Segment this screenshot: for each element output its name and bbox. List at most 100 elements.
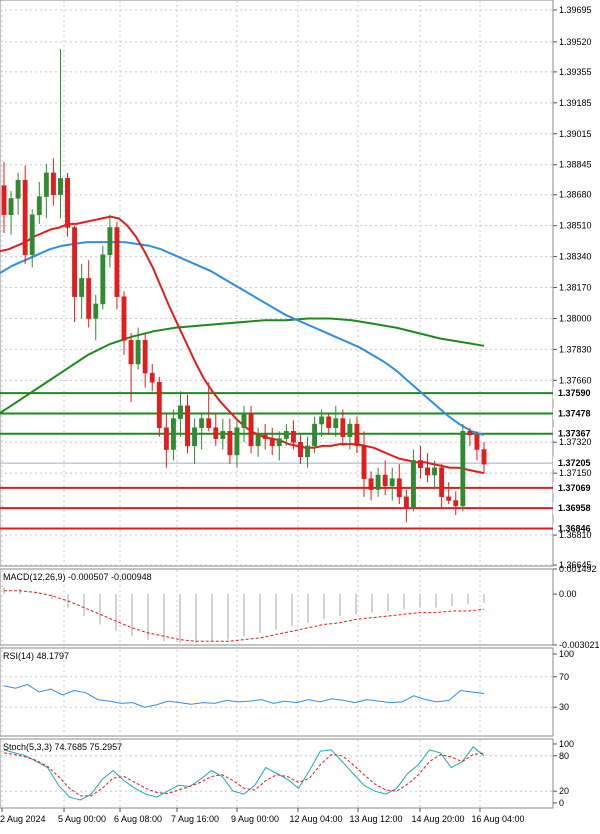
candle-body	[305, 445, 310, 458]
time-tick-label: 9 Aug 00:00	[231, 814, 279, 824]
price-tick-label: 1.39185	[559, 98, 592, 108]
stoch-tick-label: 100	[559, 739, 574, 749]
candle-body	[290, 431, 296, 443]
candle-body	[410, 460, 416, 509]
macd-tick-label: 0.001492	[559, 564, 597, 574]
current-price-label: 1.37205	[558, 458, 591, 468]
candle-body	[43, 172, 49, 197]
candle-body	[255, 434, 261, 447]
candle-body	[347, 423, 353, 438]
candle-body	[114, 227, 120, 297]
candle-body	[432, 467, 438, 476]
price-tick-label: 1.38000	[559, 313, 592, 323]
time-tick-label: 13 Aug 12:00	[349, 814, 402, 824]
stoch-d-line	[3, 752, 485, 797]
level-label-bg	[553, 387, 599, 400]
candle-body	[156, 381, 162, 428]
candle-body	[29, 214, 35, 256]
candle-body	[354, 423, 360, 447]
current-price-bg	[553, 457, 599, 470]
price-tick-label: 1.39520	[559, 37, 592, 47]
candle-body	[312, 423, 318, 447]
level-label: 1.37069	[558, 483, 591, 493]
candle-body	[234, 427, 240, 456]
time-tick-label: 12 Aug 04:00	[289, 814, 342, 824]
stoch-label: Stoch(5,3,3) 74.7685 75.2957	[3, 742, 122, 752]
candle-body	[474, 434, 480, 450]
candle-body	[276, 438, 282, 447]
candle-body	[481, 449, 487, 465]
ma-mid-line	[0, 241, 485, 436]
price-tick-label: 1.38680	[559, 190, 592, 200]
candle-body	[460, 431, 466, 507]
candle-body	[446, 496, 452, 501]
price-levels: 1.37590 1.37478 1.37367 1.37069 1.36958 1.368…	[0, 387, 599, 535]
candle-body	[50, 172, 56, 195]
macd-tick-label: 0.00	[559, 589, 577, 599]
price-tick-label: 1.38340	[559, 252, 592, 262]
macd-tick-label: -0.003021	[559, 640, 600, 650]
candle-body	[389, 478, 395, 487]
candle-body	[163, 427, 169, 450]
candle-body	[425, 467, 430, 476]
time-tick-label: 6 Aug 08:00	[114, 814, 162, 824]
macd-label: MACD(12,26,9) -0.000507 -0.000948	[3, 572, 152, 582]
candle-body	[36, 196, 42, 216]
macd-series: 0.001492 0.00 -0.003021	[3, 564, 600, 650]
price-tick-label: 1.37150	[559, 468, 592, 478]
price-tick-label: 1.36810	[559, 530, 592, 540]
stoch-k-line	[3, 746, 485, 801]
candle-body	[396, 478, 402, 498]
candle-body	[8, 198, 14, 216]
candle-body	[149, 372, 155, 383]
candle-body	[15, 179, 21, 199]
candle-body	[107, 227, 113, 256]
price-tick-label: 1.39355	[559, 67, 592, 77]
candle-body	[403, 496, 409, 509]
candle-body	[1, 185, 7, 216]
candle-body	[262, 434, 268, 439]
candle-body	[269, 438, 275, 447]
candle-body	[93, 303, 99, 319]
candle-body	[220, 431, 226, 439]
price-tick-label: 1.37830	[559, 344, 592, 354]
price-tick-label: 1.38510	[559, 221, 592, 231]
candle-body	[248, 412, 254, 447]
candle-body	[298, 441, 303, 458]
level-label-bg	[553, 481, 599, 494]
price-tick-label: 1.38845	[559, 160, 592, 170]
time-tick-label: 14 Aug 20:00	[411, 814, 464, 824]
candle-body	[241, 412, 247, 428]
level-label: 1.36958	[558, 503, 591, 513]
candle-body	[319, 416, 325, 425]
rsi-label: RSI(14) 48.1797	[3, 651, 69, 661]
level-label: 1.36846	[558, 524, 591, 534]
price-tick-label: 1.39015	[559, 129, 592, 139]
candle-body	[142, 340, 148, 374]
candle-body	[227, 431, 233, 456]
candle-body	[79, 278, 85, 297]
price-tick-label: 1.37660	[559, 375, 592, 385]
candle-body	[121, 296, 127, 341]
candle-body	[170, 418, 176, 450]
candle-body	[326, 416, 332, 428]
time-tick-label: 2 Aug 2024	[0, 814, 46, 824]
grid-lines	[0, 0, 553, 808]
time-tick-label: 16 Aug 04:00	[471, 814, 524, 824]
candle-body	[340, 418, 346, 438]
rsi-line	[3, 683, 485, 708]
level-label-bg	[553, 427, 599, 440]
stoch-tick-label: 0	[559, 798, 564, 808]
price-tick-label: 1.39695	[559, 5, 592, 15]
candle-body	[439, 467, 445, 498]
rsi-panel[interactable]	[0, 647, 554, 737]
stoch-tick-label: 80	[559, 751, 569, 761]
candle-body	[135, 340, 141, 365]
candle-body	[418, 460, 423, 468]
price-axis: 1.39695 1.39520 1.39355 1.39185 1.39015 1.388…	[553, 5, 592, 570]
candle-body	[58, 178, 63, 195]
ma-slow-line	[0, 317, 485, 414]
candle-body	[213, 427, 219, 439]
